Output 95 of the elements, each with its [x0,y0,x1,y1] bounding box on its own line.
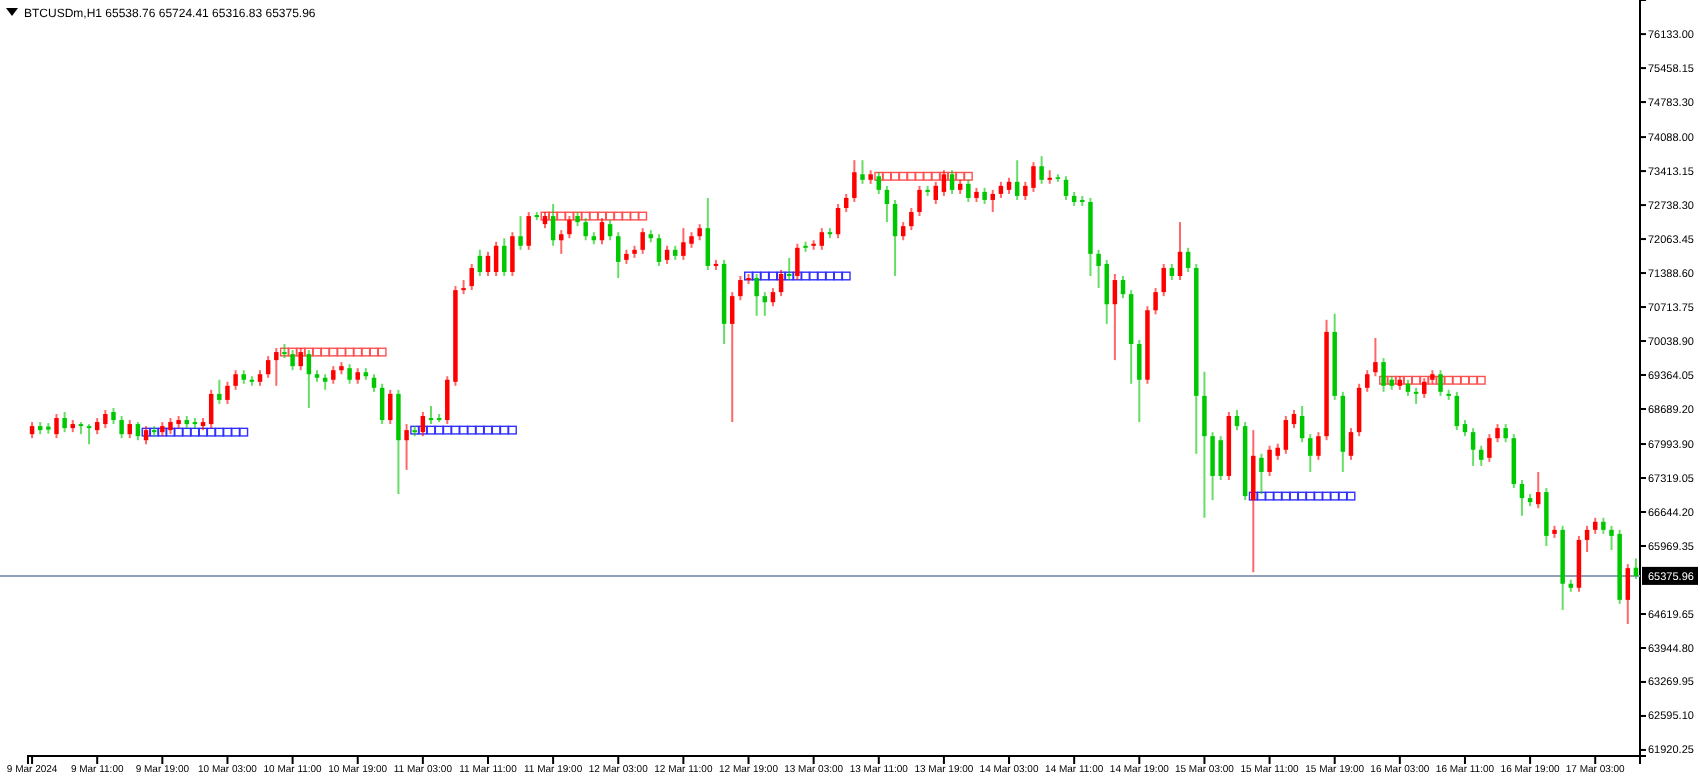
point [540,211,550,221]
point [450,425,460,435]
point [914,171,924,181]
point [1281,491,1291,501]
point [320,347,330,357]
point [206,427,216,437]
point [1305,491,1315,501]
point [1265,491,1275,501]
point [174,427,184,437]
point [1460,375,1470,385]
point [499,425,509,435]
point [597,211,607,221]
point [467,425,477,435]
point [809,271,819,281]
point [312,347,322,357]
point [841,271,851,281]
point [1419,375,1429,385]
point [426,425,436,435]
point [963,171,973,181]
point [801,271,811,281]
point [1411,375,1421,385]
point [418,425,428,435]
point [222,427,232,437]
point [1452,375,1462,385]
point [1273,491,1283,501]
point [825,271,835,281]
point [630,211,640,221]
point [589,211,599,221]
point [369,347,379,357]
point [459,425,469,435]
point [882,171,892,181]
point [1313,491,1323,501]
point [605,211,615,221]
point [947,171,957,181]
point [1444,375,1454,385]
point [239,427,249,437]
point [1427,375,1437,385]
point [621,211,631,221]
point [556,211,566,221]
point [613,211,623,221]
point [752,271,762,281]
point [792,271,802,281]
point [898,171,908,181]
point [491,425,501,435]
point [776,271,786,281]
point [768,271,778,281]
point [573,211,583,221]
point [190,427,200,437]
point [939,171,949,181]
point [1322,491,1332,501]
point [784,271,794,281]
point [1330,491,1340,501]
point [328,347,338,357]
point [483,425,493,435]
point [581,211,591,221]
point [353,347,363,357]
point [1476,375,1486,385]
point [923,171,933,181]
point [906,171,916,181]
point [507,425,517,435]
point [288,347,298,357]
point [361,347,371,357]
point [214,427,224,437]
point [1379,375,1389,385]
point [1403,375,1413,385]
point [955,171,965,181]
point [874,171,884,181]
point [744,271,754,281]
point [1297,491,1307,501]
point [336,347,346,357]
point [345,347,355,357]
point [198,427,208,437]
point [1338,491,1348,501]
point [475,425,485,435]
point [296,347,306,357]
point [1468,375,1478,385]
point [833,271,843,281]
point [564,211,574,221]
point [890,171,900,181]
point [1248,491,1258,501]
point [1436,375,1446,385]
point [760,271,770,281]
point [1289,491,1299,501]
point [182,427,192,437]
point [1256,491,1266,501]
point [931,171,941,181]
point [377,347,387,357]
point [817,271,827,281]
point [1346,491,1356,501]
point [434,425,444,435]
point [442,425,452,435]
point [638,211,648,221]
point [548,211,558,221]
point [165,427,175,437]
point [231,427,241,437]
